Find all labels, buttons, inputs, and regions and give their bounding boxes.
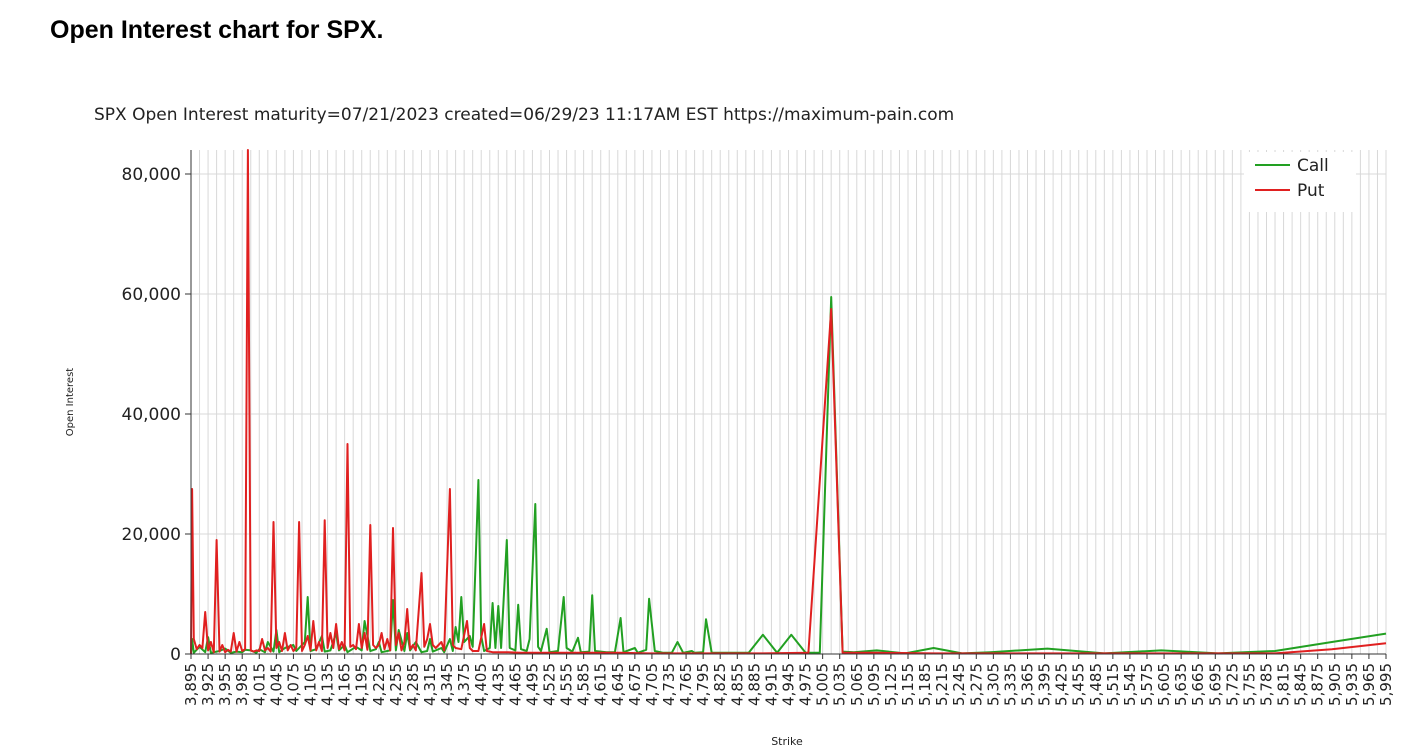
x-tick-label: 4,045 — [267, 663, 285, 706]
x-tick-label: 5,575 — [1138, 663, 1156, 706]
x-tick-label: 4,405 — [472, 663, 490, 706]
series-line-put — [190, 149, 1387, 655]
x-tick-label: 5,965 — [1360, 663, 1378, 706]
x-tick-label: 5,365 — [1019, 663, 1037, 706]
x-tick-label: 5,815 — [1275, 663, 1293, 706]
x-tick-label: 5,665 — [1189, 663, 1207, 706]
x-tick-label: 4,375 — [455, 663, 473, 706]
x-tick-label: 3,955 — [216, 663, 234, 706]
x-tick-label: 4,675 — [626, 663, 644, 706]
x-tick-label: 5,875 — [1309, 663, 1327, 706]
x-tick-label: 4,795 — [694, 663, 712, 706]
legend-label-call: Call — [1297, 156, 1329, 176]
x-tick-label: 5,005 — [814, 663, 832, 706]
x-tick-label: 5,155 — [899, 663, 917, 706]
y-tick-label: 60,000 — [122, 285, 181, 305]
x-tick-label: 4,945 — [780, 663, 798, 706]
x-tick-label: 5,545 — [1121, 663, 1139, 706]
x-tick-label: 4,465 — [506, 663, 524, 706]
x-tick-label: 4,495 — [523, 663, 541, 706]
x-tick-label: 5,605 — [1155, 663, 1173, 706]
x-tick-label: 5,725 — [1223, 663, 1241, 706]
y-tick-label: 80,000 — [122, 165, 181, 185]
x-tick-label: 5,125 — [882, 663, 900, 706]
x-tick-label: 5,995 — [1377, 663, 1395, 706]
x-tick-label: 4,735 — [660, 663, 678, 706]
x-tick-label: 5,635 — [1172, 663, 1190, 706]
x-tick-label: 5,185 — [916, 663, 934, 706]
x-tick-label: 4,975 — [797, 663, 815, 706]
x-tick-label: 4,255 — [387, 663, 405, 706]
x-tick-label: 4,075 — [284, 663, 302, 706]
x-tick-label: 5,245 — [950, 663, 968, 706]
series-layer — [190, 149, 1387, 655]
x-tick-label: 4,555 — [558, 663, 576, 706]
x-tick-label: 5,275 — [967, 663, 985, 706]
x-tick-label: 5,695 — [1206, 663, 1224, 706]
x-tick-label: 5,905 — [1326, 663, 1344, 706]
x-tick-label: 5,335 — [1001, 663, 1019, 706]
x-tick-label: 4,015 — [250, 663, 268, 706]
legend-box — [1244, 152, 1356, 212]
x-tick-label: 4,645 — [609, 663, 627, 706]
x-tick-label: 5,755 — [1240, 663, 1258, 706]
x-tick-label: 4,105 — [302, 663, 320, 706]
chart-grid — [190, 150, 1387, 655]
x-tick-label: 5,785 — [1258, 663, 1276, 706]
x-tick-label: 4,825 — [711, 663, 729, 706]
x-tick-label: 5,845 — [1292, 663, 1310, 706]
x-tick-label: 4,885 — [745, 663, 763, 706]
x-tick-label: 5,485 — [1087, 663, 1105, 706]
y-tick-label: 40,000 — [122, 405, 181, 425]
x-tick-label: 4,435 — [489, 663, 507, 706]
x-tick-label: 3,895 — [182, 663, 200, 706]
x-tick-label: 5,515 — [1104, 663, 1122, 706]
x-tick-label: 5,215 — [933, 663, 951, 706]
y-tick-label: 20,000 — [122, 525, 181, 545]
x-tick-label: 4,285 — [404, 663, 422, 706]
x-tick-label: 4,525 — [541, 663, 559, 706]
x-tick-label: 5,455 — [1070, 663, 1088, 706]
y-tick-label: 0 — [170, 645, 181, 665]
x-tick-label: 4,615 — [592, 663, 610, 706]
x-tick-label: 4,705 — [643, 663, 661, 706]
x-tick-label: 3,925 — [199, 663, 217, 706]
x-tick-label: 5,065 — [848, 663, 866, 706]
legend-label-put: Put — [1297, 181, 1325, 201]
x-tick-label: 4,585 — [575, 663, 593, 706]
x-tick-label: 5,035 — [831, 663, 849, 706]
x-tick-label: 4,135 — [319, 663, 337, 706]
x-tick-label: 4,225 — [370, 663, 388, 706]
x-tick-label: 3,985 — [233, 663, 251, 706]
chart-title: SPX Open Interest maturity=07/21/2023 cr… — [94, 105, 954, 125]
x-tick-label: 4,765 — [677, 663, 695, 706]
x-tick-label: 4,855 — [728, 663, 746, 706]
x-tick-label: 5,305 — [984, 663, 1002, 706]
x-tick-label: 5,935 — [1343, 663, 1361, 706]
x-tick-label: 4,345 — [438, 663, 456, 706]
x-tick-label: 5,095 — [865, 663, 883, 706]
x-tick-label: 4,165 — [336, 663, 354, 706]
chart-legend: Call Put — [1244, 152, 1356, 212]
y-axis-label: Open Interest — [65, 368, 76, 437]
x-axis-label: Strike — [771, 735, 803, 748]
x-tick-label: 4,315 — [421, 663, 439, 706]
x-tick-label: 4,915 — [762, 663, 780, 706]
x-tick-label: 5,395 — [1036, 663, 1054, 706]
page-title: Open Interest chart for SPX. — [50, 16, 384, 44]
x-tick-label: 5,425 — [1053, 663, 1071, 706]
chart-axes: 0 20,000 40,000 60,000 80,000 3,895 3,925 3,955… — [122, 150, 1395, 706]
x-tick-label: 4,195 — [353, 663, 371, 706]
